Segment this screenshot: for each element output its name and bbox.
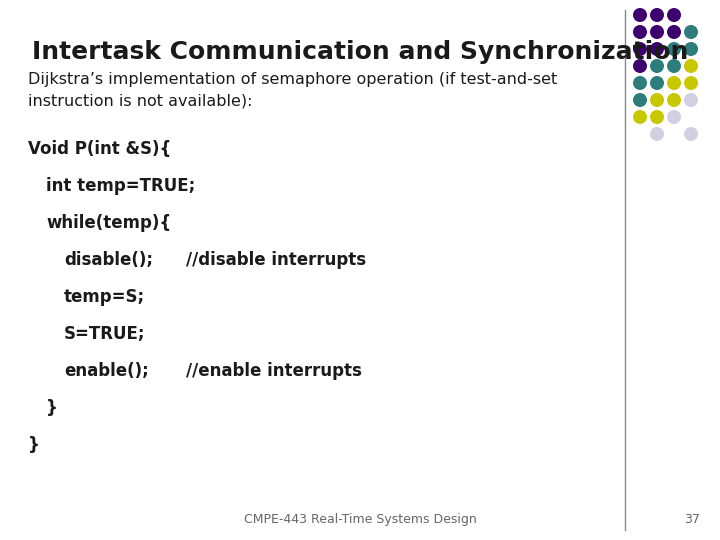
Circle shape	[667, 110, 681, 124]
Circle shape	[650, 93, 664, 107]
Text: while(temp){: while(temp){	[46, 214, 171, 232]
Circle shape	[684, 127, 698, 141]
Circle shape	[667, 59, 681, 73]
Text: Void P(int &S){: Void P(int &S){	[28, 140, 171, 158]
Circle shape	[633, 8, 647, 22]
Text: int temp=TRUE;: int temp=TRUE;	[46, 177, 195, 195]
Circle shape	[684, 93, 698, 107]
Circle shape	[667, 93, 681, 107]
Circle shape	[633, 110, 647, 124]
Circle shape	[633, 25, 647, 39]
Circle shape	[633, 76, 647, 90]
Circle shape	[684, 59, 698, 73]
Circle shape	[667, 8, 681, 22]
Text: //enable interrupts: //enable interrupts	[186, 362, 362, 380]
Circle shape	[667, 76, 681, 90]
Circle shape	[650, 25, 664, 39]
Text: //disable interrupts: //disable interrupts	[186, 251, 366, 269]
Circle shape	[650, 110, 664, 124]
Text: }: }	[28, 436, 40, 454]
Circle shape	[667, 42, 681, 56]
Circle shape	[650, 127, 664, 141]
Circle shape	[684, 25, 698, 39]
Text: S=TRUE;: S=TRUE;	[64, 325, 145, 343]
Circle shape	[633, 59, 647, 73]
Text: Dijkstra’s implementation of semaphore operation (if test-and-set
instruction is: Dijkstra’s implementation of semaphore o…	[28, 72, 557, 108]
Text: }: }	[46, 399, 58, 417]
Text: enable();: enable();	[64, 362, 149, 380]
Text: 37: 37	[684, 513, 700, 526]
Text: temp=S;: temp=S;	[64, 288, 145, 306]
Circle shape	[684, 42, 698, 56]
Circle shape	[650, 76, 664, 90]
Circle shape	[667, 25, 681, 39]
Circle shape	[650, 59, 664, 73]
Text: disable();: disable();	[64, 251, 153, 269]
Text: Intertask Communication and Synchronization: Intertask Communication and Synchronizat…	[32, 40, 688, 64]
Circle shape	[650, 8, 664, 22]
Circle shape	[633, 93, 647, 107]
Circle shape	[633, 42, 647, 56]
Circle shape	[684, 76, 698, 90]
Circle shape	[650, 42, 664, 56]
Text: CMPE-443 Real-Time Systems Design: CMPE-443 Real-Time Systems Design	[243, 513, 477, 526]
